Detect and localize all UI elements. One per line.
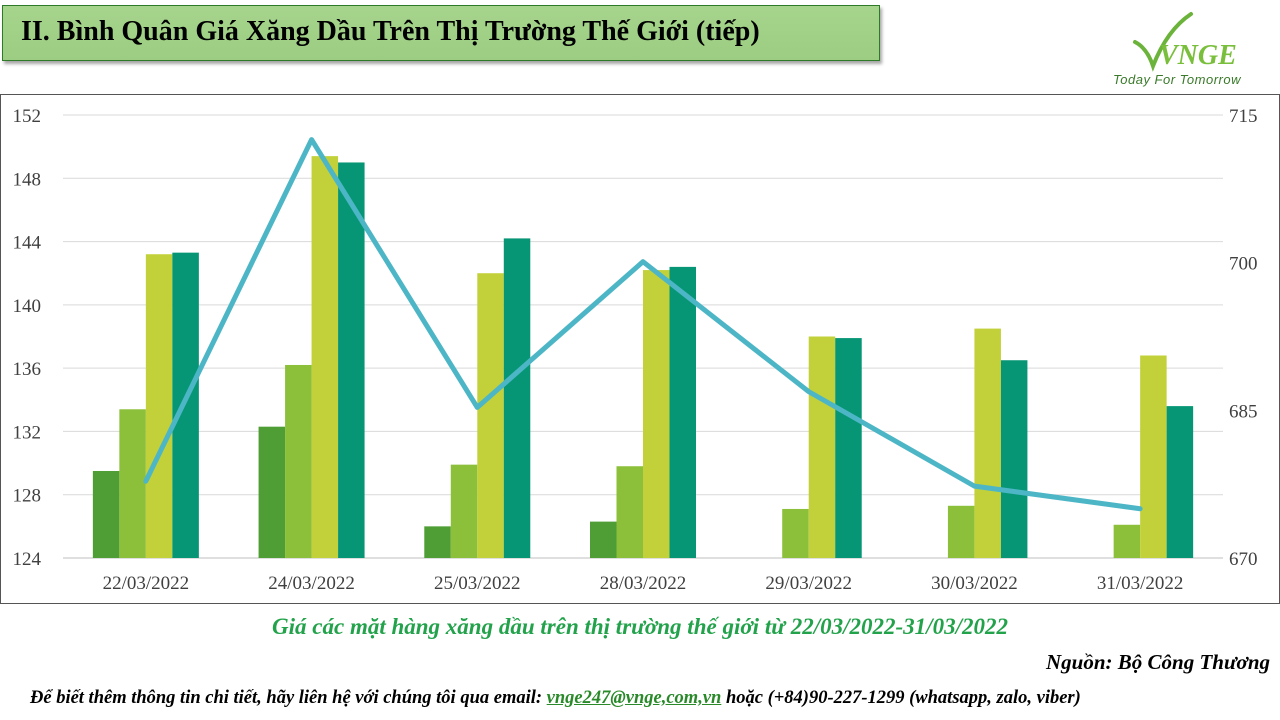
bar-series-1 <box>258 426 286 558</box>
x-tick-label: 28/03/2022 <box>600 573 687 594</box>
email-link[interactable]: vnge247@vnge,com,vn <box>546 688 722 708</box>
bar-series-4 <box>503 238 531 558</box>
y-left-tick-label: 124 <box>13 549 42 570</box>
y-right-tick-label: 715 <box>1229 106 1258 127</box>
bar-series-3 <box>145 254 173 558</box>
bar-series-4 <box>669 266 696 558</box>
x-tick-label: 25/03/2022 <box>434 573 521 594</box>
x-tick-label: 22/03/2022 <box>103 573 190 594</box>
y-right-tick-label: 670 <box>1229 549 1258 570</box>
source-note: Nguồn: Bộ Công Thương <box>1046 650 1270 674</box>
chart-caption: Giá các mặt hàng xăng dầu trên thị trườn… <box>272 614 1008 639</box>
bar-series-3 <box>974 328 1001 558</box>
bar-series-4 <box>1166 406 1194 558</box>
x-tick-label: 30/03/2022 <box>931 573 1018 594</box>
y-left-tick-label: 128 <box>13 486 42 507</box>
y-left-tick-label: 136 <box>13 359 42 380</box>
bar-series-2 <box>782 508 809 558</box>
bar-series-3 <box>1140 355 1167 558</box>
y-left-tick-label: 148 <box>13 169 42 190</box>
y-left-tick-label: 152 <box>13 106 42 127</box>
chart-frame: 124 128 132 136 140 144 148 152 670 685 700 715 22/0… <box>0 94 1280 604</box>
bar-series-3 <box>643 270 670 558</box>
x-tick-label: 31/03/2022 <box>1097 573 1184 594</box>
contact-suffix: hoặc (+84)90-227-1299 (whatsapp, zalo, v… <box>721 688 1081 708</box>
page-title: II. Bình Quân Giá Xăng Dầu Trên Thị Trườ… <box>21 16 760 47</box>
vnge-logo: VNGE <box>1133 12 1237 72</box>
bar-series-3 <box>477 273 504 558</box>
y-left-tick-label: 140 <box>13 296 42 317</box>
line-series <box>143 137 1143 512</box>
contact-line: Để biết thêm thông tin chi tiết, hãy liê… <box>30 688 1081 709</box>
combo-chart: 124 128 132 136 140 144 148 152 670 685 700 715 22/0… <box>13 106 1258 594</box>
y-right-tick-label: 700 <box>1229 254 1258 275</box>
bar-series-3 <box>808 336 836 558</box>
y-right-tick-label: 685 <box>1229 401 1258 422</box>
y-left-tick-label: 144 <box>13 233 42 254</box>
x-tick-label: 24/03/2022 <box>268 573 355 594</box>
bar-series-4 <box>1000 360 1028 558</box>
title-banner: II. Bình Quân Giá Xăng Dầu Trên Thị Trườ… <box>2 5 880 61</box>
bar-series-2 <box>285 364 312 558</box>
bar-series-1 <box>92 470 120 558</box>
contact-prefix: Để biết thêm thông tin chi tiết, hãy liê… <box>30 688 547 708</box>
bar-series-4 <box>172 252 199 558</box>
y-left-tick-label: 132 <box>13 422 42 443</box>
bar-series-1 <box>590 521 617 558</box>
bar-series-4 <box>835 338 862 558</box>
logo-tagline: Today For Tomorrow <box>1113 72 1241 87</box>
bar-series-2 <box>1113 524 1141 558</box>
bar-series-4 <box>338 162 365 558</box>
bar-series-1 <box>424 526 451 558</box>
bar-series-2 <box>450 464 478 558</box>
bar-series-2 <box>119 409 146 558</box>
x-tick-label: 29/03/2022 <box>765 573 852 594</box>
logo-text: VNGE <box>1159 40 1237 71</box>
bar-series-2 <box>947 505 975 558</box>
bar-series-2 <box>616 466 643 558</box>
bar-series-3 <box>311 156 339 558</box>
